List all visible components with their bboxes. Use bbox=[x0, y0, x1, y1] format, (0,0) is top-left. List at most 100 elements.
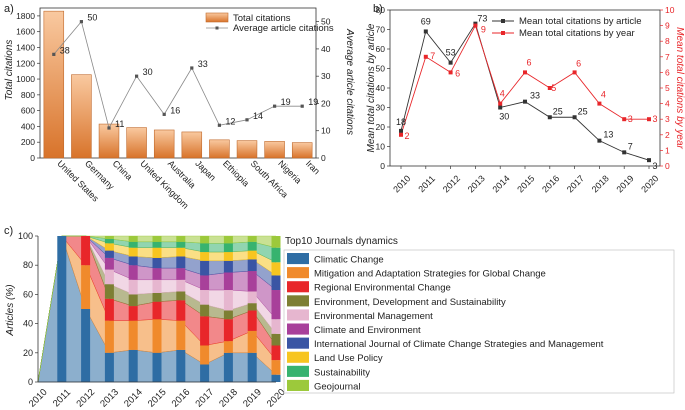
line-average-citations bbox=[53, 20, 303, 130]
year-bar-segment bbox=[200, 243, 210, 253]
data-label-by-article: 53 bbox=[446, 48, 456, 58]
point-average-citations bbox=[135, 74, 139, 78]
point-by-article bbox=[647, 158, 651, 163]
year-bar-segment bbox=[176, 300, 186, 321]
year-bar-segment bbox=[223, 252, 233, 261]
x-tick-label: United Kingdom bbox=[138, 158, 190, 210]
year-bar-segment bbox=[152, 236, 162, 242]
x-tick-label: 2014 bbox=[490, 173, 511, 194]
y-tick-label: 60 bbox=[23, 289, 33, 299]
panel-b-y2-axis-label: Mean total citations by year bbox=[674, 27, 685, 149]
data-label-by-article: 7 bbox=[628, 141, 633, 151]
point-by-article bbox=[572, 115, 577, 120]
x-tick-label: 2016 bbox=[540, 173, 561, 194]
data-label-by-year: 3 bbox=[628, 114, 633, 124]
bar-total-citations bbox=[98, 123, 120, 159]
point-by-year bbox=[423, 54, 428, 59]
bar-total-citations bbox=[153, 129, 175, 159]
year-bar-segment bbox=[128, 320, 138, 350]
bar-total-citations bbox=[236, 140, 258, 159]
point-by-article bbox=[523, 99, 527, 104]
year-bar-segment bbox=[104, 238, 114, 244]
panel-b-legend: Mean total citations by article Mean tot… bbox=[492, 16, 642, 39]
legend-label: Environmental Management bbox=[314, 311, 433, 322]
y2-tick-label: 2 bbox=[665, 130, 670, 140]
panel-b-mean-citations-by-year: b) Mean total citations by article Mean … bbox=[366, 3, 685, 194]
year-bar-segment bbox=[81, 265, 91, 309]
y2-tick-label: 9 bbox=[665, 21, 670, 31]
legend-swatch bbox=[287, 281, 309, 293]
y-tick-label: 1600 bbox=[16, 27, 35, 37]
year-bar-segment bbox=[247, 310, 257, 331]
legend-label: Climatic Change bbox=[314, 255, 384, 266]
legend-marker-by-year bbox=[501, 31, 505, 35]
y-tick-label: 600 bbox=[21, 106, 35, 116]
year-bar-segment bbox=[176, 247, 186, 257]
year-bar-segment bbox=[176, 349, 186, 382]
year-bar-segment bbox=[176, 320, 186, 350]
y-tick-label: 0 bbox=[30, 153, 35, 163]
x-tick-label: 2011 bbox=[416, 173, 437, 194]
x-tick-label: 2012 bbox=[74, 387, 97, 410]
year-bar-segment bbox=[152, 301, 162, 320]
year-bar-segment bbox=[128, 265, 138, 280]
x-tick-label: Nigeria bbox=[276, 158, 303, 185]
y-tick-label: 50 bbox=[376, 64, 386, 74]
panel-b-label: b) bbox=[373, 3, 383, 15]
y-tick-label: 200 bbox=[21, 137, 35, 147]
panel-a-citations-by-country: a) Total citations Average article citat… bbox=[4, 3, 355, 211]
x-tick-label: 2019 bbox=[241, 387, 264, 410]
year-bar-segment bbox=[152, 241, 162, 248]
x-tick-label: 2018 bbox=[590, 173, 611, 194]
year-bar-segment bbox=[247, 259, 257, 272]
bar-total-citations bbox=[126, 127, 147, 159]
x-tick-label: 2013 bbox=[98, 387, 121, 410]
year-bar-segment bbox=[104, 284, 114, 299]
year-bar-segment bbox=[128, 236, 138, 242]
legend-swatch bbox=[287, 337, 309, 349]
legend-swatch bbox=[287, 309, 309, 321]
year-bar-segment bbox=[271, 319, 281, 334]
data-label-by-year: 5 bbox=[551, 83, 556, 93]
year-bar-segment bbox=[200, 316, 210, 346]
data-label-by-year: 7 bbox=[430, 51, 435, 61]
year-bar-segment bbox=[176, 256, 186, 269]
legend-marker-by-article bbox=[501, 19, 505, 23]
data-label-average-citations: 16 bbox=[170, 105, 180, 115]
point-by-article bbox=[448, 60, 453, 65]
legend-swatch bbox=[287, 351, 309, 363]
panel-c-legend-title: Top10 Journals dynamics bbox=[285, 236, 398, 247]
point-by-year bbox=[473, 23, 478, 28]
y-tick-label: 1400 bbox=[16, 42, 35, 52]
legend-swatch bbox=[287, 295, 309, 307]
year-bar-segment bbox=[104, 298, 114, 321]
bar-total-citations bbox=[291, 142, 313, 159]
legend-label-average-citations: Average article citations bbox=[233, 23, 334, 34]
bar-total-citations bbox=[264, 141, 285, 159]
year-bar-segment bbox=[128, 241, 138, 248]
legend-label: Mitigation and Adaptation Strategies for… bbox=[314, 269, 546, 280]
y2-tick-label: 3 bbox=[665, 114, 670, 124]
year-bar-segment bbox=[271, 374, 281, 382]
panel-c-top-journals-dynamics: c) Articles (%) 0 20 40 60 80 100 2010 2011 2012… bbox=[4, 225, 675, 410]
data-label-by-article: 73 bbox=[477, 14, 487, 24]
year-bar-segment bbox=[247, 352, 257, 382]
point-by-article bbox=[399, 128, 403, 133]
year-bar-segment bbox=[152, 352, 162, 382]
y-tick-label: 40 bbox=[376, 83, 386, 93]
y2-tick-label: 0 bbox=[321, 153, 326, 163]
panel-c-y-axis-label: Articles (%) bbox=[5, 284, 16, 336]
year-bar-segment bbox=[247, 236, 257, 242]
year-bar-segment bbox=[176, 236, 186, 242]
data-label-by-article: 25 bbox=[578, 106, 588, 116]
year-bar-segment bbox=[176, 279, 186, 292]
point-by-year bbox=[523, 70, 527, 75]
x-tick-label: 2015 bbox=[146, 387, 169, 410]
data-label-by-year: 3 bbox=[652, 114, 657, 124]
y2-tick-label: 30 bbox=[321, 71, 331, 81]
year-bar-segment bbox=[271, 247, 281, 263]
y2-tick-label: 10 bbox=[321, 126, 331, 136]
year-bar-segment bbox=[200, 304, 210, 317]
point-average-citations bbox=[52, 52, 56, 56]
point-average-citations bbox=[79, 20, 83, 24]
